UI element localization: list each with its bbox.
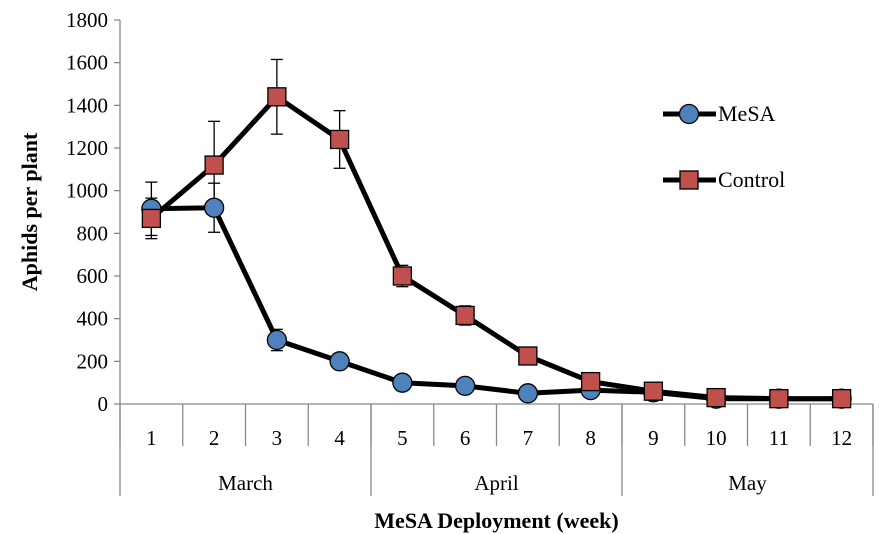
legend: MeSA Control [663,101,785,192]
data-point-control [643,381,664,401]
data-point-mesa [266,329,288,351]
legend-marker-control [679,170,699,190]
data-point-mesa [203,197,225,218]
y-tick-label: 1400 [66,93,108,117]
series-line-control [149,94,842,402]
x-tick-label: 11 [769,426,789,450]
x-tick-label: 6 [460,426,471,450]
legend-marker-mesa [678,103,700,125]
data-point-control [580,371,601,392]
y-tick-label: 600 [77,264,109,288]
series-lines-layer [149,94,842,402]
month-label: March [218,471,273,495]
month-label: May [728,471,767,495]
data-point-control [267,87,287,107]
error-bars-layer [145,58,472,352]
data-point-control [204,155,224,175]
month-label: April [474,471,518,495]
y-tick-label: 1600 [66,51,108,75]
x-axis-title: MeSA Deployment (week) [374,508,618,533]
data-point-mesa [392,372,413,393]
x-tick-label: 7 [523,426,534,450]
y-tick-label: 400 [77,307,109,331]
data-point-control [706,387,726,408]
data-point-mesa [517,383,539,404]
data-point-control [141,208,162,229]
x-tick-label: 3 [272,426,283,450]
data-point-control [518,346,538,366]
y-tick-label: 200 [77,349,109,373]
x-tick-label: 4 [334,426,345,450]
data-point-mesa [329,351,350,372]
data-point-control [392,266,413,286]
y-tick-label: 1200 [66,136,108,160]
data-point-mesa [454,375,476,397]
x-tick-label: 2 [209,426,220,450]
x-tick-label: 9 [648,426,659,450]
y-tick-label: 800 [77,221,109,245]
x-tick-label: 1 [146,426,157,450]
y-tick-label: 1000 [66,179,108,203]
y-tick-label: 0 [98,392,109,416]
y-axis-title: Aphids per plant [17,132,42,291]
x-tick-label: 8 [585,426,596,450]
data-point-control [769,389,789,409]
data-point-control [455,305,475,326]
legend-label-control: Control [718,167,785,192]
legend-label-mesa: MeSA [718,101,776,126]
x-tick-label: 5 [397,426,408,450]
x-tick-label: 10 [706,426,727,450]
y-tick-label: 1800 [66,8,108,32]
data-point-control [329,129,350,150]
series-line-mesa [151,205,842,402]
data-point-control [831,389,852,409]
x-tick-label: 12 [831,426,852,450]
markers-layer [141,87,852,409]
